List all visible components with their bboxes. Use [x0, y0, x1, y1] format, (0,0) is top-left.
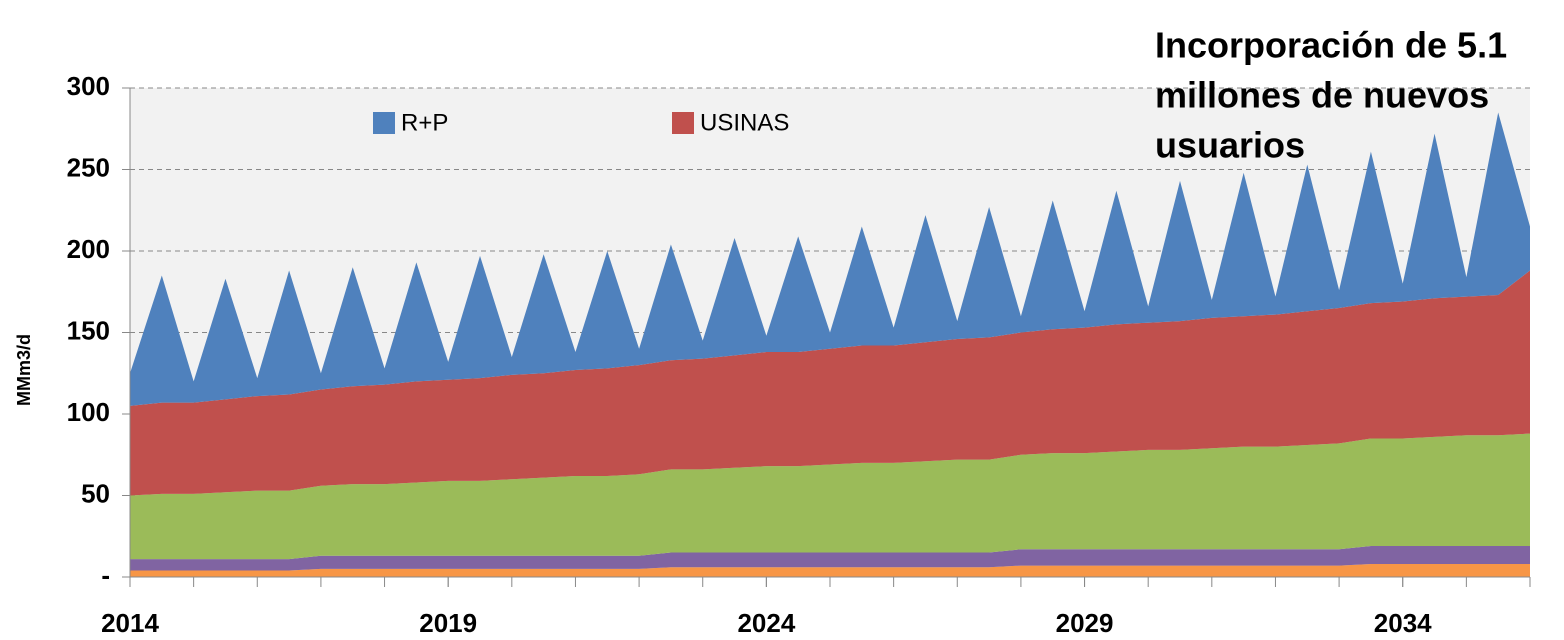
area — [130, 112, 1530, 406]
x-tick-label: 2034 — [1374, 608, 1432, 638]
area — [130, 546, 1530, 571]
y-tick-label: 50 — [81, 478, 110, 508]
x-tick-label: 2019 — [419, 608, 477, 638]
annotation: Incorporación de 5.1 — [1155, 25, 1507, 66]
y-tick-label: 150 — [67, 315, 110, 345]
legend-label: USINAS — [700, 109, 789, 136]
annotation: usuarios — [1155, 125, 1305, 166]
y-tick-label: 250 — [67, 152, 110, 182]
annotation: millones de nuevos — [1155, 75, 1489, 116]
y-tick-label: 100 — [67, 397, 110, 427]
legend-swatch — [672, 112, 694, 134]
area — [130, 433, 1530, 560]
y-tick-label: 200 — [67, 234, 110, 264]
area — [130, 270, 1530, 496]
y-axis-label: MMm3/d — [14, 334, 34, 406]
legend-swatch — [373, 112, 395, 134]
x-tick-label: 2024 — [737, 608, 795, 638]
area — [130, 563, 1530, 577]
x-tick-label: 2014 — [101, 608, 159, 638]
legend-label: R+P — [401, 109, 448, 136]
x-tick-label: 2029 — [1056, 608, 1114, 638]
y-tick-label: 300 — [67, 71, 110, 101]
y-tick-label: - — [101, 560, 110, 590]
